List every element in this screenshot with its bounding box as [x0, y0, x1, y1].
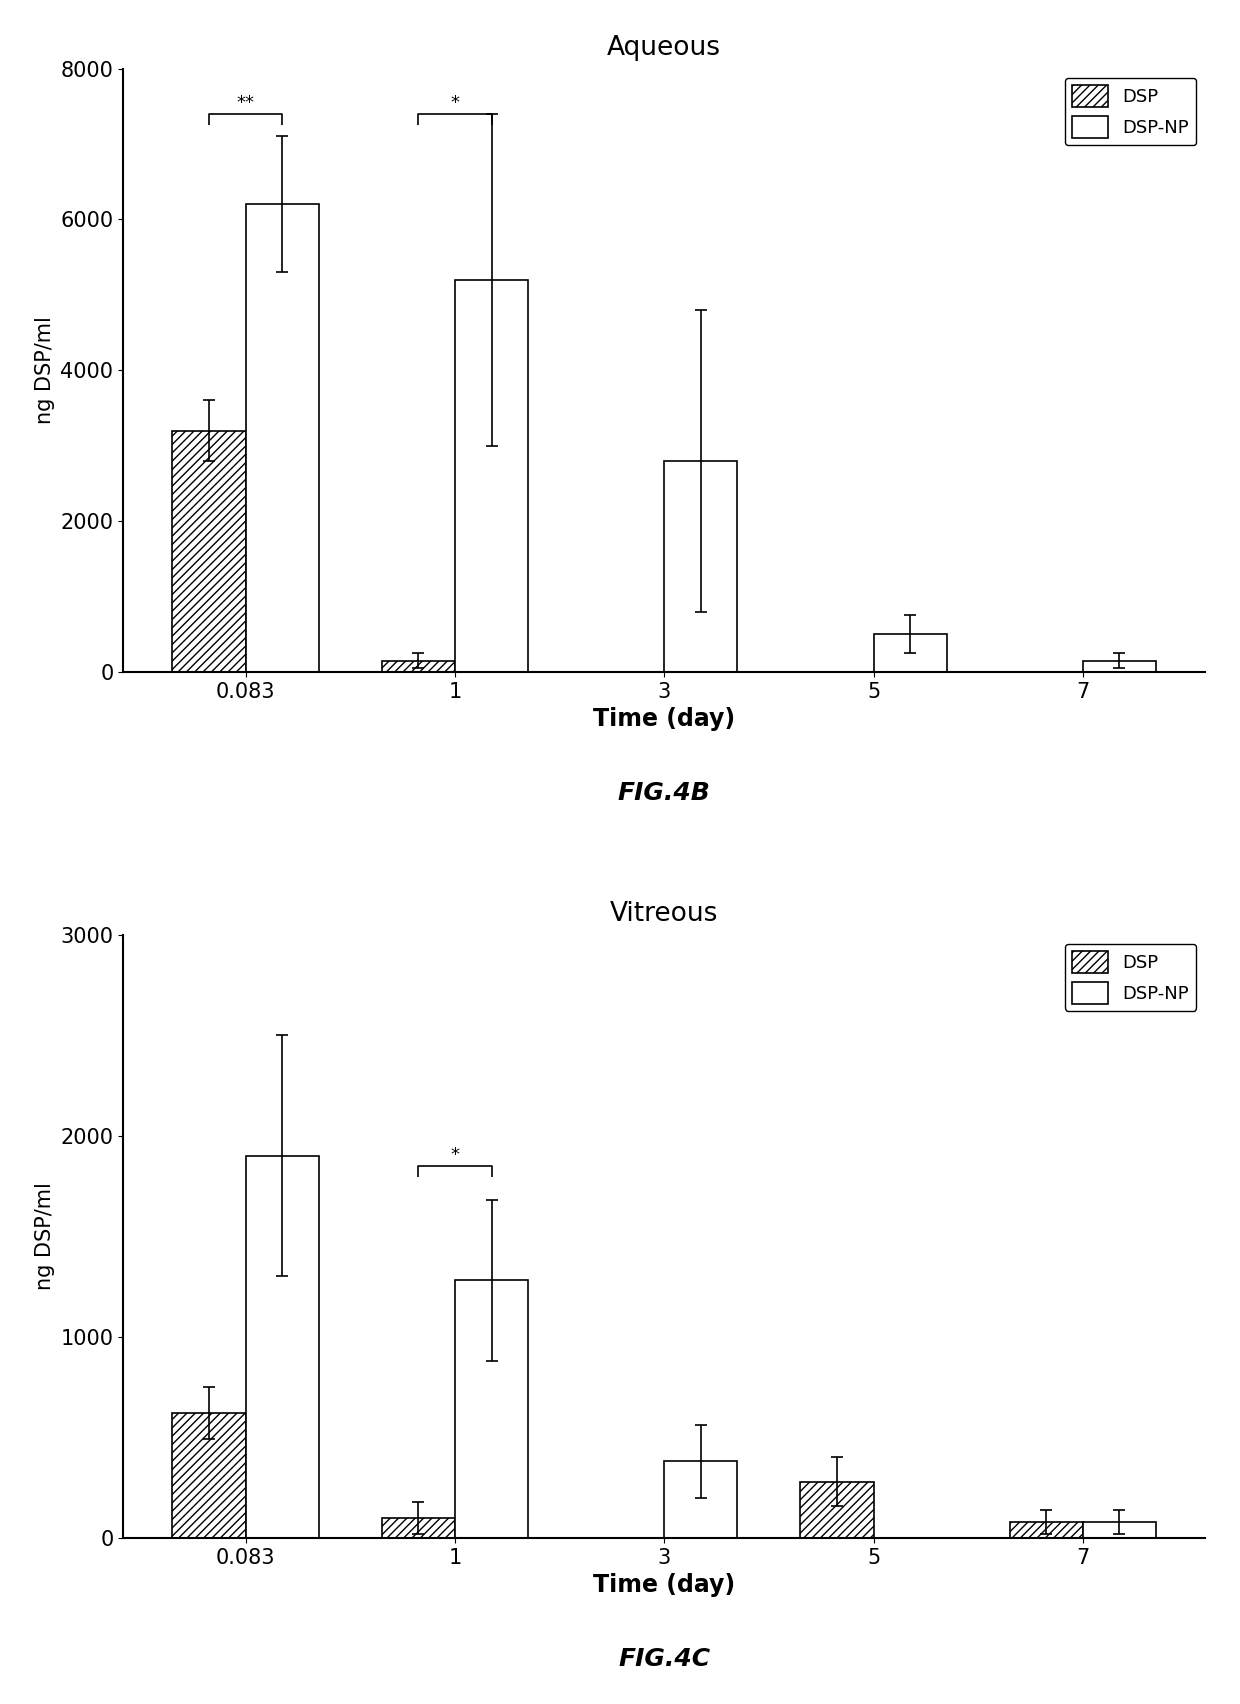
- Y-axis label: ng DSP/ml: ng DSP/ml: [35, 1183, 55, 1290]
- Legend: DSP, DSP-NP: DSP, DSP-NP: [1065, 944, 1197, 1010]
- Text: *: *: [450, 94, 459, 112]
- Bar: [665, 460, 738, 671]
- Bar: [172, 1413, 246, 1539]
- Title: Aqueous: Aqueous: [608, 34, 722, 61]
- X-axis label: Time (day): Time (day): [593, 707, 735, 731]
- Bar: [873, 634, 947, 671]
- Title: Vitreous: Vitreous: [610, 901, 718, 927]
- Text: FIG.4B: FIG.4B: [618, 780, 711, 804]
- Bar: [246, 204, 319, 671]
- Bar: [455, 1280, 528, 1539]
- Bar: [665, 1462, 738, 1539]
- Y-axis label: ng DSP/ml: ng DSP/ml: [35, 317, 55, 424]
- Bar: [800, 1481, 873, 1539]
- Bar: [382, 1518, 455, 1539]
- Bar: [1083, 1522, 1156, 1539]
- Bar: [172, 431, 246, 671]
- Text: *: *: [450, 1147, 459, 1164]
- Bar: [455, 279, 528, 671]
- Bar: [1009, 1522, 1083, 1539]
- Bar: [1083, 661, 1156, 671]
- Bar: [246, 1155, 319, 1539]
- X-axis label: Time (day): Time (day): [593, 1573, 735, 1597]
- Text: FIG.4C: FIG.4C: [618, 1646, 711, 1670]
- Text: **: **: [237, 94, 254, 112]
- Legend: DSP, DSP-NP: DSP, DSP-NP: [1065, 78, 1197, 145]
- Bar: [382, 661, 455, 671]
